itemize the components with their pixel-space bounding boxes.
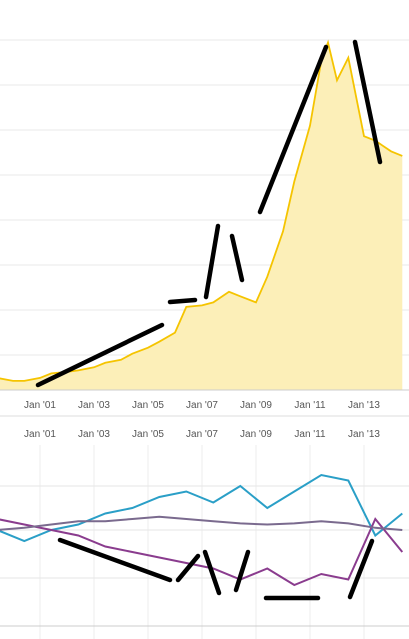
x-tick-label: Jan '05 (132, 400, 164, 411)
area-chart-panel: Jan '01 Jan '03 Jan '05 Jan '07 Jan '09 Jan '… (0, 39, 409, 417)
x-tick-label: Jan '07 (186, 429, 218, 440)
annotation-stroke (352, 39, 383, 165)
annotation-stroke (347, 538, 375, 600)
annotation-stroke (233, 549, 251, 593)
annotation-stroke (175, 553, 201, 583)
x-tick-label: Jan '13 (348, 429, 380, 440)
x-tick-label: Jan '01 (24, 429, 56, 440)
annotation-stroke (57, 537, 173, 583)
x-tick-label: Jan '09 (240, 400, 272, 411)
annotation-stroke (167, 297, 198, 305)
area-fill (0, 42, 403, 390)
x-tick-label: Jan '03 (78, 400, 110, 411)
annotation-stroke (202, 549, 222, 596)
series-line-1 (0, 517, 404, 587)
series-line-0 (0, 473, 403, 543)
x-tick-label: Jan '07 (186, 400, 218, 411)
x-tick-label: Jan '01 (24, 400, 56, 411)
x-tick-label: Jan '05 (132, 429, 164, 440)
annotation-stroke (257, 44, 329, 215)
series-line-2 (0, 515, 403, 531)
x-tick-label: Jan '11 (294, 429, 326, 440)
annotation-stroke (203, 223, 221, 300)
annotation-stroke (229, 233, 245, 283)
x-tick-label: Jan '11 (294, 400, 326, 411)
x-tick-label: Jan '03 (78, 429, 110, 440)
annotation-stroke (35, 322, 165, 388)
x-tick-label: Jan '09 (240, 429, 272, 440)
x-tick-label: Jan '13 (348, 400, 380, 411)
